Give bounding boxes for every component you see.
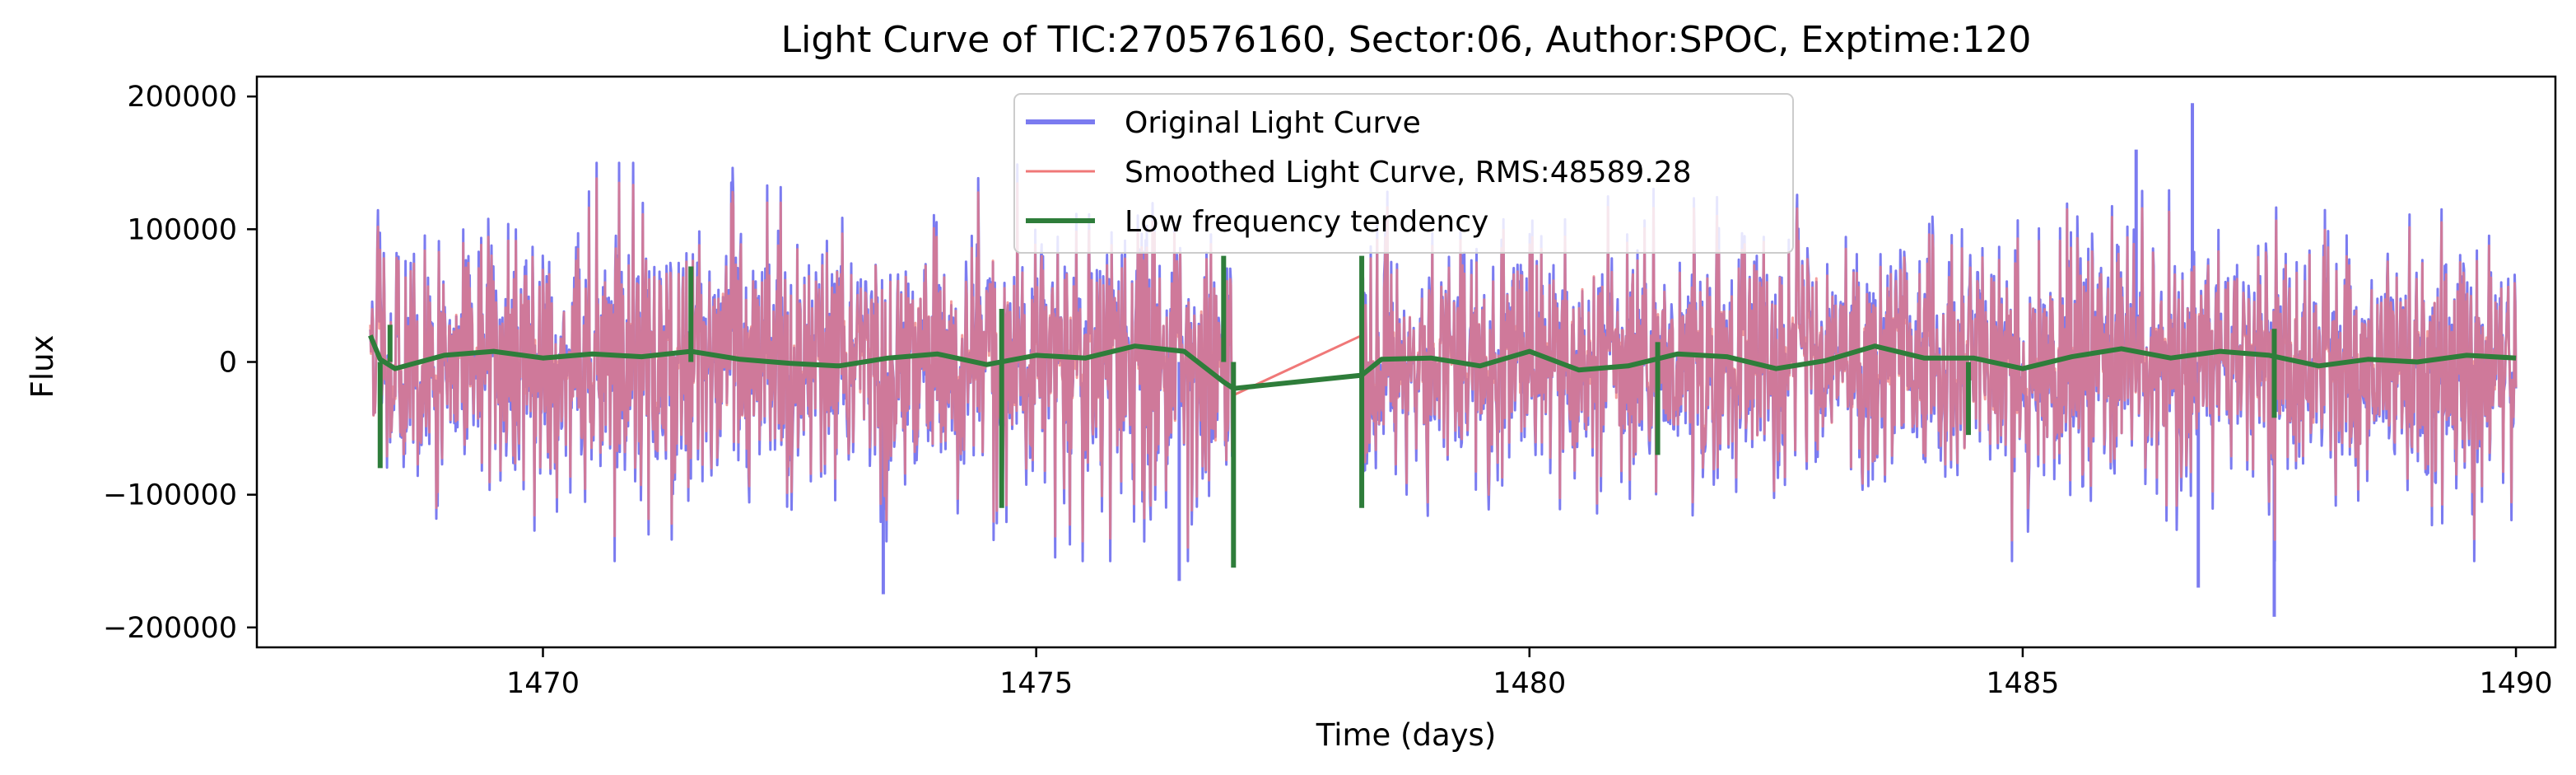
legend-label: Smoothed Light Curve, RMS:48589.28 (1125, 156, 1692, 189)
x-tick-label: 1475 (999, 667, 1073, 700)
y-tick-label: 200000 (127, 81, 237, 114)
y-tick-label: −200000 (103, 612, 237, 645)
series-low-frequency-tendency (368, 334, 2517, 391)
y-tick-label: −100000 (103, 479, 237, 512)
chart-title: Light Curve of TIC:270576160, Sector:06,… (781, 19, 2032, 61)
legend: Original Light Curve Smoothed Light Curve… (1013, 93, 1794, 254)
x-tick-label: 1470 (506, 667, 580, 700)
y-axis-label: Flux (25, 335, 60, 399)
y-tick-label: 0 (219, 347, 237, 380)
axis-ticks: 1470 1475 1480 1485 1490 −200000 −100000 0 10000… (103, 81, 2553, 700)
x-tick-label: 1485 (1986, 667, 2059, 700)
legend-label: Original Light Curve (1125, 106, 1421, 140)
y-tick-label: 100000 (127, 213, 237, 246)
series-smoothed-light-curve (369, 177, 2518, 549)
x-axis-label: Time (days) (1316, 717, 1497, 753)
legend-label: Low frequency tendency (1125, 205, 1488, 239)
x-tick-label: 1480 (1493, 667, 1566, 700)
legend-box (1013, 93, 1794, 254)
plot-area (368, 103, 2518, 617)
x-tick-label: 1490 (2480, 667, 2553, 700)
